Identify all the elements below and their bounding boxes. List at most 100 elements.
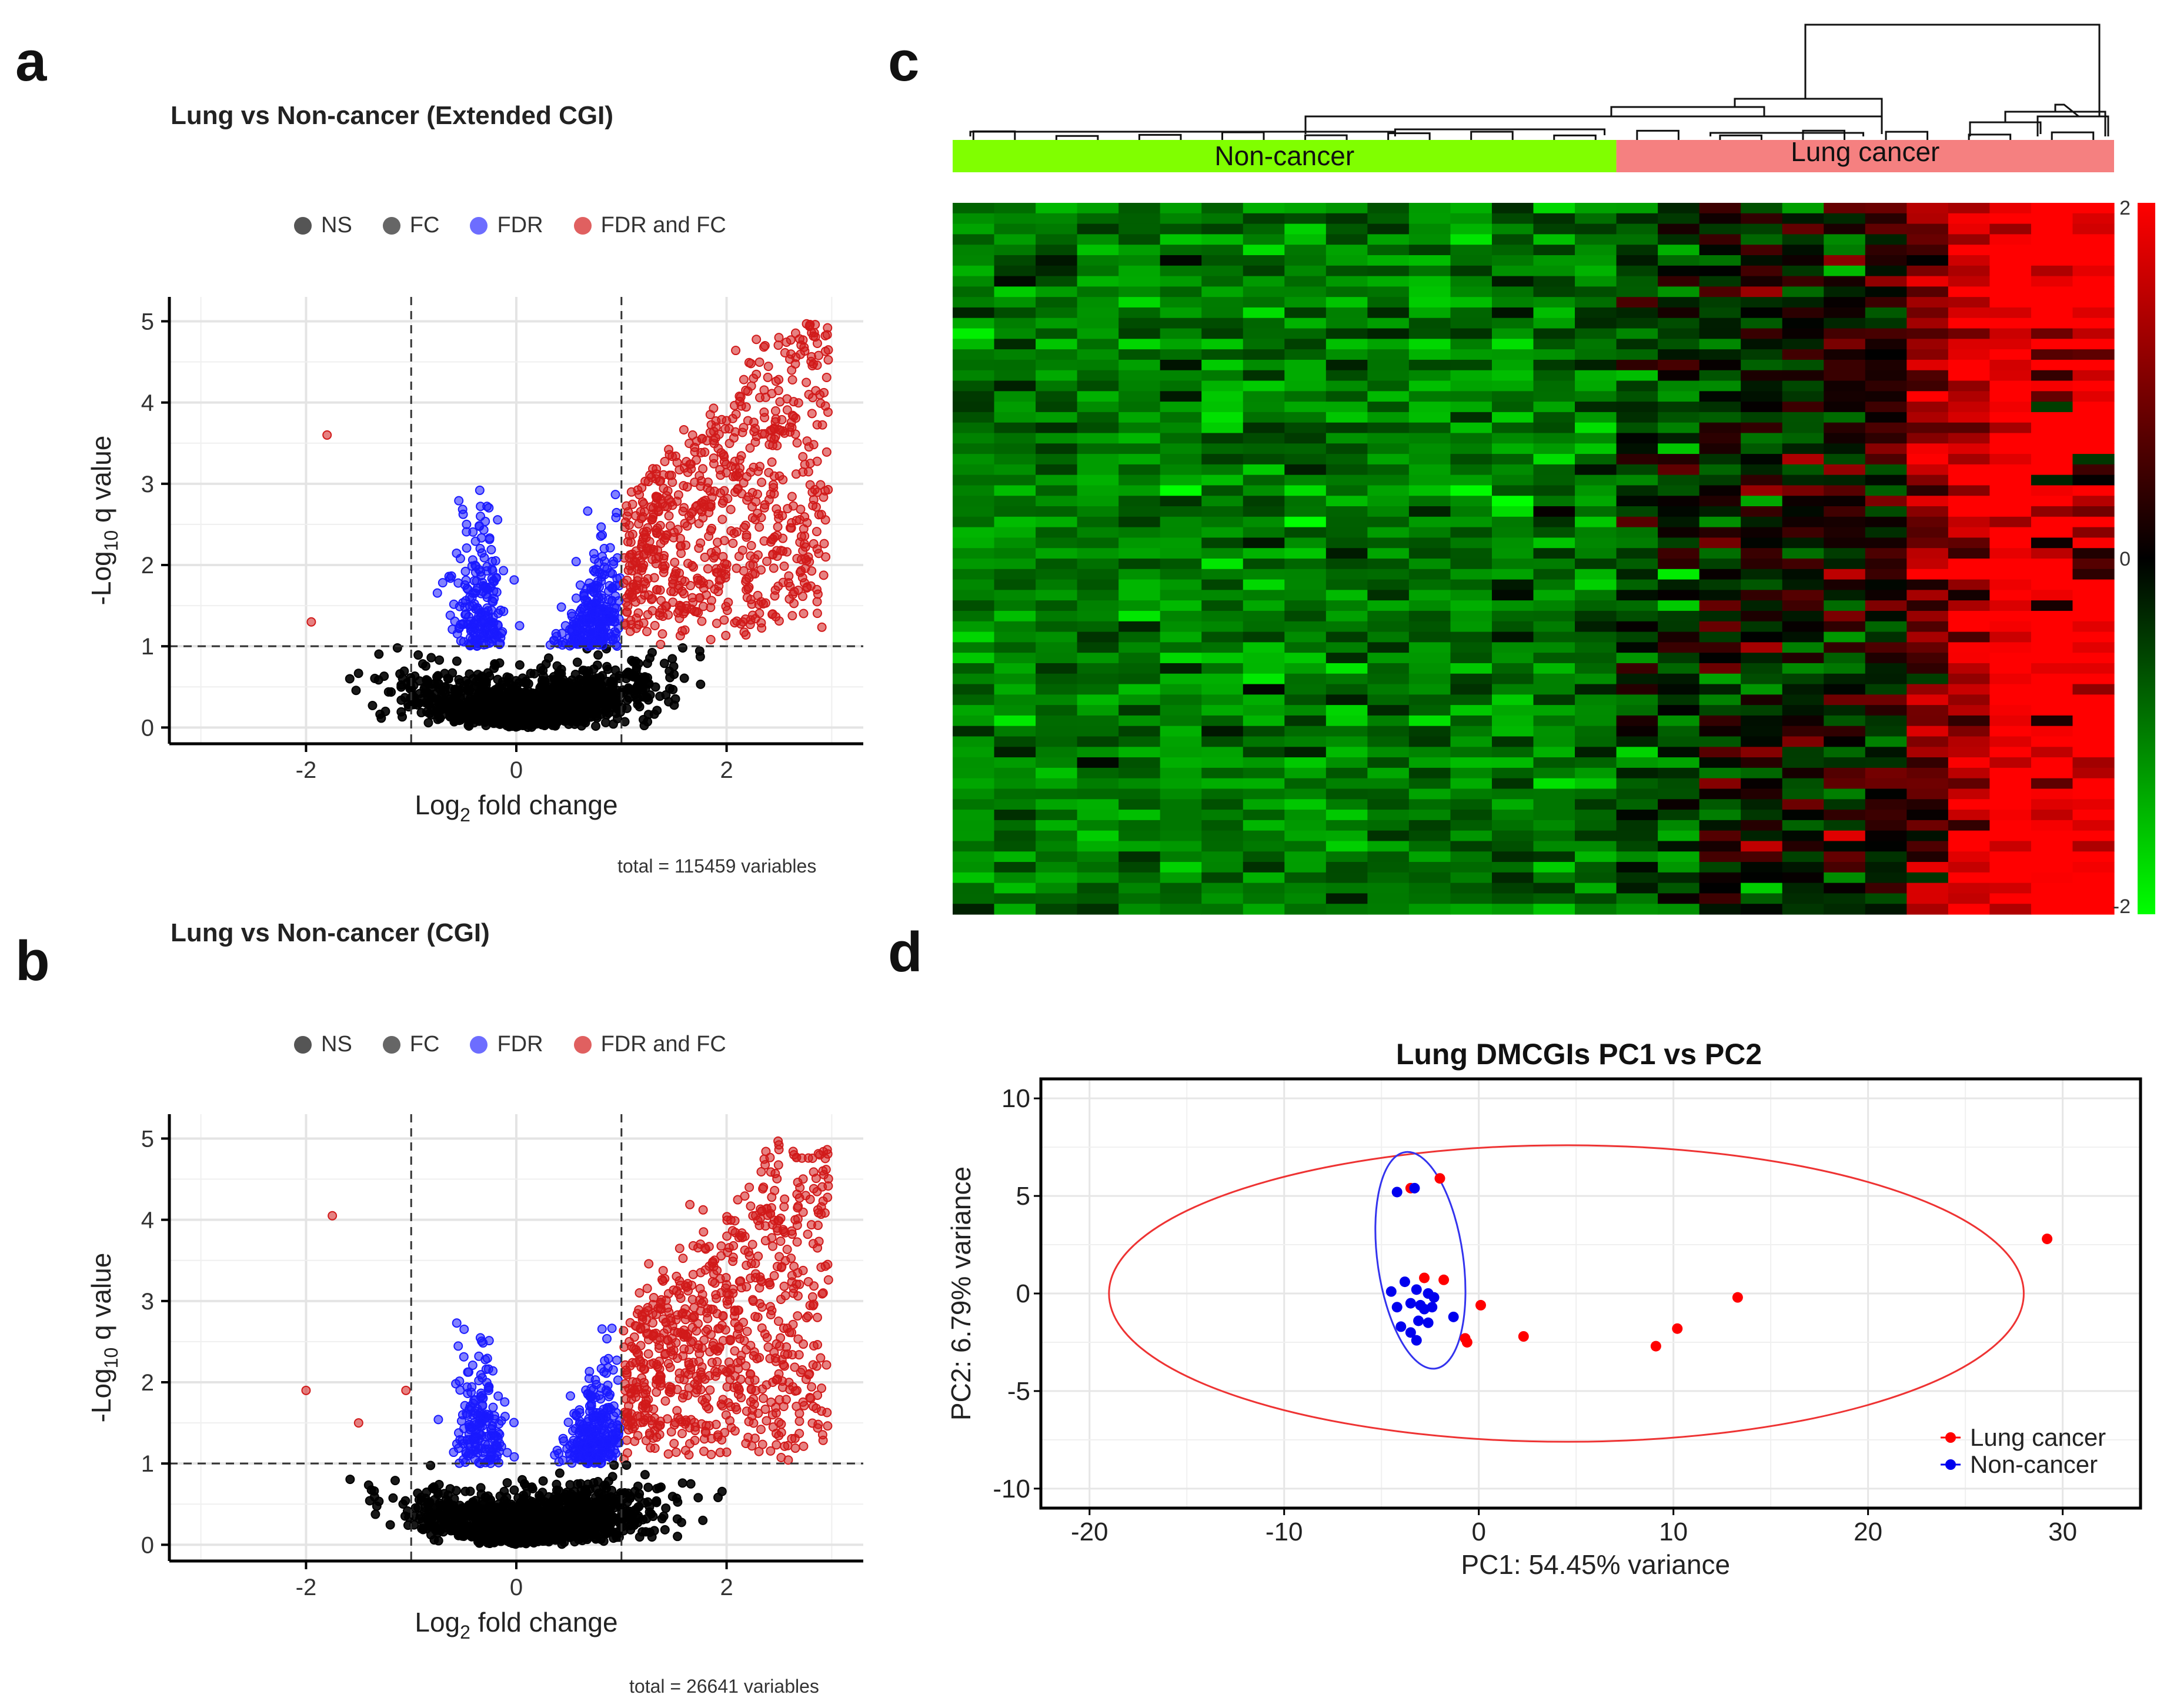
volcano-point <box>426 653 436 663</box>
volcano-point <box>819 492 829 502</box>
volcano-point <box>504 673 514 683</box>
volcano-point <box>468 527 478 537</box>
volcano-point <box>489 663 499 673</box>
volcano-point <box>776 1452 786 1462</box>
volcano-point <box>754 1446 764 1456</box>
volcano-point <box>590 1375 600 1385</box>
volcano-point <box>487 564 497 574</box>
volcano-point <box>626 582 636 592</box>
volcano-point <box>640 673 650 683</box>
legend-item-ns: NS <box>294 1032 352 1057</box>
legend-swatch-fc <box>382 216 400 235</box>
volcano-point <box>789 1261 799 1271</box>
volcano-point <box>621 1416 631 1426</box>
volcano-point <box>814 1236 824 1246</box>
x-tick-label: 0 <box>510 757 523 783</box>
volcano-point <box>467 713 477 723</box>
y-tick-label: 1 <box>141 634 154 660</box>
volcano-point <box>385 1520 395 1530</box>
volcano-point <box>462 543 472 553</box>
volcano-point <box>345 1475 355 1485</box>
volcano-point <box>663 1449 673 1459</box>
volcano-point <box>502 714 512 724</box>
volcano-point <box>521 710 531 720</box>
volcano-point <box>720 424 730 434</box>
volcano-point <box>455 553 465 563</box>
volcano-point <box>484 503 494 513</box>
volcano-point <box>657 629 667 639</box>
volcano-point <box>797 1365 807 1375</box>
volcano-point <box>808 1301 818 1311</box>
volcano-point <box>688 1269 698 1279</box>
volcano-point <box>807 352 817 362</box>
volcano-point <box>747 599 757 609</box>
volcano-point <box>807 361 817 371</box>
volcano-point <box>817 1182 827 1192</box>
volcano-point <box>721 630 731 640</box>
volcano-point <box>744 357 754 367</box>
volcano-point <box>706 1449 716 1459</box>
volcano-point <box>602 1333 612 1343</box>
volcano-point <box>715 1448 725 1458</box>
volcano-point <box>597 626 607 636</box>
volcano-point <box>673 583 683 593</box>
volcano-point <box>660 561 670 571</box>
volcano-point <box>793 1334 803 1344</box>
volcano-point <box>589 566 599 576</box>
volcano-point <box>764 467 774 477</box>
volcano-point <box>452 656 462 666</box>
volcano-point <box>452 1318 462 1328</box>
volcano-point <box>811 386 821 396</box>
volcano-point <box>486 544 496 554</box>
volcano-point <box>583 506 593 516</box>
volcano-point <box>699 1296 709 1306</box>
volcano-point <box>823 355 833 365</box>
volcano-point <box>807 1418 817 1428</box>
volcano-point <box>596 572 606 582</box>
volcano-point <box>817 622 827 632</box>
volcano-point <box>658 1266 668 1276</box>
volcano-point <box>752 432 762 442</box>
volcano-point <box>478 578 488 588</box>
volcano-point <box>692 500 702 510</box>
volcano-point <box>769 563 779 573</box>
volcano-point <box>488 634 497 644</box>
volcano-point <box>793 1311 803 1321</box>
volcano-point <box>435 713 445 723</box>
volcano-point <box>693 1493 703 1503</box>
volcano-point <box>798 335 808 345</box>
volcano-point <box>479 553 489 563</box>
volcano-point <box>644 590 654 600</box>
volcano-point <box>630 1436 640 1446</box>
volcano-point <box>485 716 495 726</box>
volcano-point <box>796 566 806 576</box>
volcano-point <box>814 510 824 520</box>
volcano-point <box>596 590 606 600</box>
volcano-point <box>648 464 658 474</box>
volcano-point <box>563 1418 573 1428</box>
volcano-point <box>739 566 749 576</box>
volcano-point <box>643 1349 653 1359</box>
volcano-point <box>736 1356 746 1366</box>
volcano-point <box>703 1325 713 1335</box>
volcano-point <box>699 1227 709 1237</box>
volcano-point <box>440 669 450 678</box>
volcano-point <box>351 686 361 696</box>
volcano-point <box>788 1147 798 1157</box>
volcano-point <box>809 494 819 504</box>
volcano-point <box>678 1254 688 1264</box>
volcano-point <box>386 687 396 697</box>
volcano-point <box>585 1366 595 1376</box>
volcano-point <box>630 671 640 681</box>
volcano-point <box>807 1382 817 1392</box>
volcano-point <box>509 1485 519 1495</box>
volcano-point <box>659 659 669 669</box>
volcano-point <box>451 1379 461 1389</box>
volcano-point <box>396 680 406 690</box>
volcano-point <box>816 1353 826 1363</box>
volcano-point <box>590 708 600 718</box>
volcano-point <box>478 690 488 700</box>
volcano-point <box>502 1478 512 1488</box>
